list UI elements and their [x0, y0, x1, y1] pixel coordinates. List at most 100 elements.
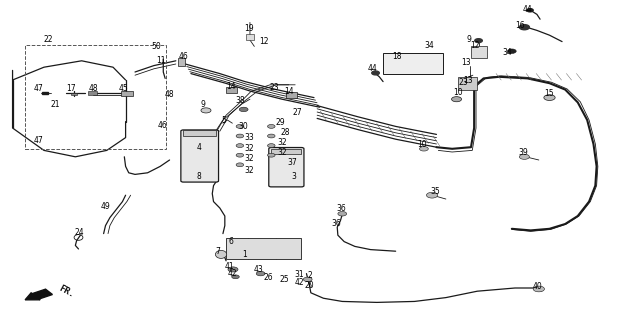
Text: FR.: FR. — [58, 284, 76, 300]
Text: 21: 21 — [50, 100, 60, 109]
Text: 14: 14 — [226, 82, 236, 91]
Bar — [88, 91, 97, 95]
Circle shape — [236, 144, 244, 148]
Text: 31: 31 — [295, 270, 305, 279]
Bar — [226, 238, 301, 259]
FancyBboxPatch shape — [181, 130, 219, 182]
Circle shape — [236, 153, 244, 157]
Text: 27: 27 — [293, 108, 303, 116]
Text: 1: 1 — [242, 250, 247, 259]
Text: 13: 13 — [463, 76, 473, 84]
Text: 15: 15 — [544, 89, 554, 98]
Text: 9: 9 — [200, 100, 205, 109]
Text: 24: 24 — [75, 228, 85, 237]
Text: 12: 12 — [470, 41, 480, 50]
Text: 46: 46 — [178, 52, 188, 60]
Circle shape — [236, 134, 244, 138]
Text: 32: 32 — [244, 154, 254, 163]
Text: 18: 18 — [392, 52, 402, 61]
Text: 11: 11 — [156, 56, 166, 65]
Text: 43: 43 — [254, 265, 264, 274]
Bar — [383, 53, 443, 74]
Circle shape — [426, 192, 438, 198]
Text: 40: 40 — [533, 282, 543, 291]
Circle shape — [268, 153, 275, 157]
Bar — [183, 130, 216, 136]
Text: 36: 36 — [331, 219, 341, 228]
Text: 32: 32 — [278, 138, 288, 147]
Text: 20: 20 — [305, 281, 315, 290]
Text: 19: 19 — [244, 24, 254, 33]
Text: 42: 42 — [227, 269, 237, 278]
Text: 50: 50 — [151, 42, 161, 51]
Text: 4: 4 — [197, 143, 202, 152]
Text: 28: 28 — [281, 128, 291, 137]
Circle shape — [236, 163, 244, 167]
Text: 30: 30 — [238, 122, 248, 131]
Text: 39: 39 — [518, 148, 528, 157]
Text: 2: 2 — [307, 271, 312, 280]
Circle shape — [228, 267, 238, 272]
Text: 16: 16 — [515, 21, 525, 30]
Circle shape — [533, 286, 544, 292]
Text: 41: 41 — [224, 262, 234, 271]
Text: 8: 8 — [197, 172, 202, 180]
Circle shape — [256, 271, 265, 276]
Circle shape — [519, 25, 529, 30]
Text: 34: 34 — [502, 48, 512, 57]
Text: 47: 47 — [34, 84, 44, 92]
FancyArrow shape — [25, 289, 52, 300]
Text: 29: 29 — [276, 118, 286, 127]
Bar — [25, 45, 166, 149]
Circle shape — [475, 39, 482, 43]
Text: 32: 32 — [244, 144, 254, 153]
Text: 44: 44 — [367, 64, 377, 73]
Text: 12: 12 — [259, 37, 269, 46]
Circle shape — [519, 154, 529, 159]
Circle shape — [268, 144, 275, 148]
Circle shape — [452, 97, 462, 102]
Bar — [246, 34, 254, 40]
Circle shape — [239, 107, 248, 112]
Circle shape — [338, 212, 347, 216]
Circle shape — [544, 95, 555, 100]
Bar — [458, 77, 477, 90]
Circle shape — [236, 124, 244, 128]
Circle shape — [507, 49, 516, 53]
Bar — [121, 91, 133, 96]
Circle shape — [268, 134, 275, 138]
Text: 48: 48 — [165, 90, 175, 99]
Text: 32: 32 — [244, 166, 254, 175]
Text: 49: 49 — [100, 202, 111, 211]
Bar — [42, 92, 48, 94]
Text: 22: 22 — [43, 35, 53, 44]
Text: 34: 34 — [424, 41, 434, 50]
Text: 3: 3 — [291, 172, 296, 180]
Text: 7: 7 — [215, 247, 220, 256]
Text: 23: 23 — [269, 83, 279, 92]
Circle shape — [420, 147, 428, 151]
Text: 37: 37 — [287, 158, 297, 167]
Text: 47: 47 — [34, 136, 44, 145]
Bar — [226, 87, 237, 93]
Text: 23: 23 — [458, 78, 468, 87]
FancyBboxPatch shape — [269, 148, 304, 187]
Text: 14: 14 — [284, 87, 294, 96]
Text: 36: 36 — [336, 204, 346, 213]
Text: 5: 5 — [222, 116, 227, 125]
Text: 6: 6 — [228, 237, 233, 246]
Text: 32: 32 — [278, 148, 288, 157]
Text: 45: 45 — [119, 84, 129, 93]
Text: 48: 48 — [88, 84, 98, 92]
Circle shape — [268, 124, 275, 128]
Bar — [71, 93, 77, 95]
Circle shape — [201, 108, 211, 113]
Text: 35: 35 — [430, 187, 440, 196]
Circle shape — [527, 9, 533, 12]
Circle shape — [372, 71, 379, 75]
Text: 10: 10 — [453, 88, 463, 97]
Ellipse shape — [215, 251, 227, 259]
Text: 13: 13 — [461, 58, 471, 67]
Text: 42: 42 — [295, 278, 305, 287]
Text: 46: 46 — [157, 121, 167, 130]
